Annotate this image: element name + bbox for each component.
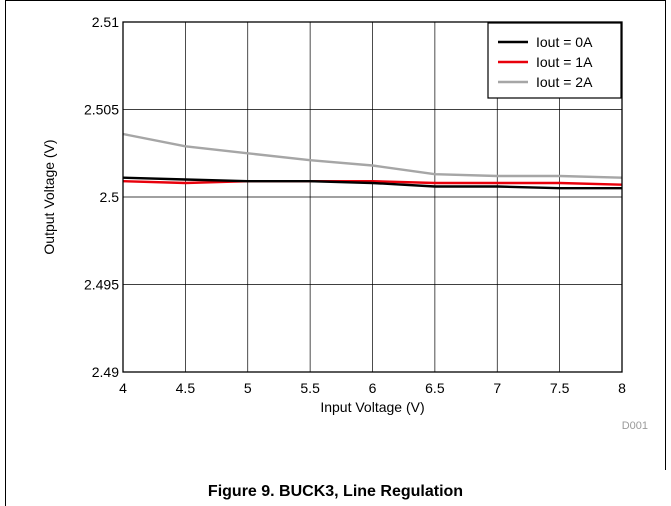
legend-label: Iout = 1A — [536, 54, 593, 70]
figure-frame-right-border — [665, 0, 666, 470]
line-chart: 4 4.5 5 5.5 6 6.5 7 7.5 8 2.492.4952.52.5052.51 … — [41, 14, 648, 432]
legend: Iout = 0A Iout = 1A Iout = 2A — [487, 22, 622, 99]
y-tick-label: 2.5 — [100, 189, 120, 205]
y-tick-labels: 2.49 2.495 2.5 2.505 2.51 — [84, 14, 119, 380]
legend-label: Iout = 0A — [536, 34, 593, 50]
x-axis-label: Input Voltage (V) — [320, 399, 424, 415]
y-axis-label: Output Voltage (V) — [41, 139, 57, 254]
series-line — [122, 176, 622, 190]
x-tick-label: 7 — [493, 380, 501, 396]
x-tick-labels: 4 4.5 5 5.5 6 6.5 7 7.5 8 — [119, 380, 626, 396]
x-tick-label: 4.5 — [176, 380, 196, 396]
series-lines — [122, 132, 623, 190]
figure-code: D001 — [622, 420, 648, 432]
x-tick-label: 7.5 — [550, 380, 570, 396]
x-tick-label: 4 — [119, 380, 127, 396]
series-line — [122, 179, 623, 186]
y-tick-label: 2.51 — [92, 14, 119, 30]
figure-caption: Figure 9. BUCK3, Line Regulation — [207, 483, 464, 500]
figure-frame-top-border — [5, 0, 666, 1]
plot-area-border — [122, 21, 623, 373]
y-tick-label: 2.505 — [84, 102, 119, 118]
x-tick-label: 6 — [369, 380, 377, 396]
figure-frame-left-border — [5, 0, 6, 506]
y-tick-label: 2.49 — [92, 364, 119, 380]
legend-label: Iout = 2A — [536, 74, 593, 90]
x-tick-label: 8 — [618, 380, 626, 396]
legend-box — [487, 22, 622, 99]
x-tick-label: 5 — [244, 380, 252, 396]
series-line — [122, 132, 623, 179]
x-tick-label: 5.5 — [300, 380, 320, 396]
y-tick-label: 2.495 — [84, 277, 119, 293]
x-tick-label: 6.5 — [425, 380, 445, 396]
